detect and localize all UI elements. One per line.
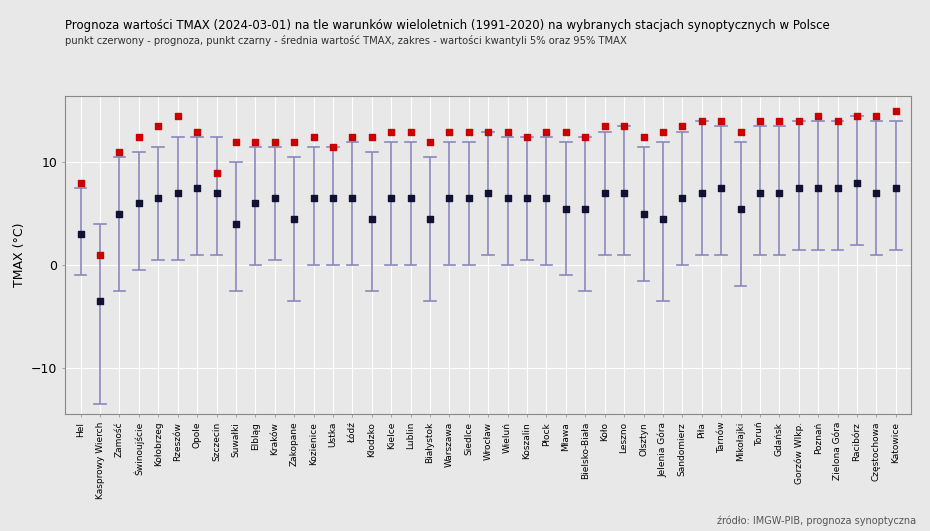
- Point: [830, 184, 845, 192]
- Point: [617, 189, 631, 198]
- Point: [286, 138, 301, 146]
- Point: [170, 189, 185, 198]
- Point: [365, 132, 379, 141]
- Point: [791, 184, 806, 192]
- Point: [267, 194, 282, 203]
- Point: [404, 194, 418, 203]
- Point: [675, 194, 690, 203]
- Point: [597, 189, 612, 198]
- Point: [306, 194, 321, 203]
- Point: [558, 127, 573, 136]
- Point: [695, 117, 710, 125]
- Point: [656, 215, 671, 223]
- Point: [791, 117, 806, 125]
- Point: [597, 122, 612, 131]
- Point: [190, 127, 205, 136]
- Point: [733, 204, 748, 213]
- Point: [93, 297, 108, 305]
- Point: [869, 112, 883, 121]
- Point: [695, 189, 710, 198]
- Point: [520, 132, 535, 141]
- Point: [752, 117, 767, 125]
- Point: [752, 189, 767, 198]
- Point: [73, 179, 88, 187]
- Point: [170, 112, 185, 121]
- Point: [131, 199, 146, 208]
- Point: [112, 148, 126, 156]
- Point: [73, 230, 88, 238]
- Point: [481, 127, 496, 136]
- Point: [248, 138, 263, 146]
- Point: [422, 215, 437, 223]
- Point: [461, 194, 476, 203]
- Text: Prognoza wartości TMAX (2024-03-01) na tle warunków wieloletnich (1991-2020) na : Prognoza wartości TMAX (2024-03-01) na t…: [65, 19, 830, 31]
- Point: [404, 127, 418, 136]
- Point: [713, 184, 728, 192]
- Point: [461, 127, 476, 136]
- Point: [481, 189, 496, 198]
- Point: [345, 132, 360, 141]
- Point: [190, 184, 205, 192]
- Point: [365, 215, 379, 223]
- Point: [112, 210, 126, 218]
- Point: [286, 215, 301, 223]
- Point: [326, 194, 340, 203]
- Point: [93, 251, 108, 259]
- Point: [520, 194, 535, 203]
- Point: [772, 117, 787, 125]
- Point: [131, 132, 146, 141]
- Point: [306, 132, 321, 141]
- Point: [830, 117, 845, 125]
- Point: [442, 127, 457, 136]
- Point: [558, 204, 573, 213]
- Point: [888, 184, 903, 192]
- Point: [151, 122, 166, 131]
- Point: [209, 168, 224, 177]
- Y-axis label: TMAX (°C): TMAX (°C): [12, 222, 25, 287]
- Point: [850, 112, 865, 121]
- Point: [811, 184, 826, 192]
- Point: [248, 199, 263, 208]
- Point: [345, 194, 360, 203]
- Point: [636, 132, 651, 141]
- Point: [209, 189, 224, 198]
- Point: [229, 138, 244, 146]
- Point: [850, 179, 865, 187]
- Point: [151, 194, 166, 203]
- Point: [326, 143, 340, 151]
- Point: [267, 138, 282, 146]
- Point: [869, 189, 883, 198]
- Point: [500, 194, 515, 203]
- Point: [733, 127, 748, 136]
- Point: [500, 127, 515, 136]
- Text: punkt czerwony - prognoza, punkt czarny - średnia wartość TMAX, zakres - wartośc: punkt czerwony - prognoza, punkt czarny …: [65, 35, 627, 46]
- Point: [422, 138, 437, 146]
- Point: [675, 122, 690, 131]
- Point: [578, 204, 592, 213]
- Point: [713, 117, 728, 125]
- Point: [578, 132, 592, 141]
- Point: [384, 127, 399, 136]
- Point: [811, 112, 826, 121]
- Point: [539, 194, 554, 203]
- Point: [617, 122, 631, 131]
- Point: [384, 194, 399, 203]
- Point: [636, 210, 651, 218]
- Text: źródło: IMGW-PIB, prognoza synoptyczna: źródło: IMGW-PIB, prognoza synoptyczna: [717, 515, 916, 526]
- Point: [772, 189, 787, 198]
- Point: [888, 107, 903, 115]
- Point: [656, 127, 671, 136]
- Point: [539, 127, 554, 136]
- Point: [442, 194, 457, 203]
- Point: [229, 220, 244, 228]
